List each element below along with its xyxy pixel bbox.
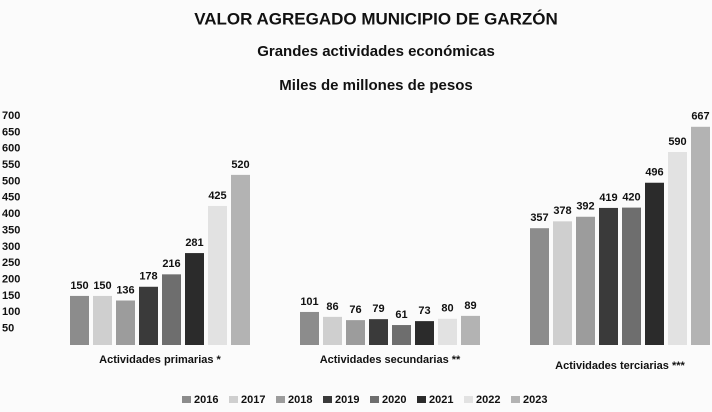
bar: [323, 316, 342, 345]
bar: [622, 207, 641, 345]
value-label: 520: [231, 159, 249, 171]
bar: [93, 295, 112, 345]
value-label: 61: [395, 309, 407, 321]
y-tick-label: 350: [2, 224, 20, 236]
bar: [369, 319, 388, 345]
value-label: 392: [576, 201, 594, 213]
legend-swatch: [182, 396, 191, 403]
y-tick-label: 150: [2, 290, 20, 302]
y-tick-label: 300: [2, 241, 20, 253]
legend-label: 2019: [335, 394, 359, 406]
y-tick-label: 100: [2, 306, 20, 318]
value-label: 425: [208, 190, 226, 202]
value-label: 150: [93, 280, 111, 292]
bar: [668, 151, 687, 345]
y-tick-label: 400: [2, 208, 20, 220]
chart-subtitle: Grandes actividades económicas: [257, 43, 495, 60]
legend-swatch: [511, 396, 520, 403]
bar: [70, 295, 89, 345]
bar: [162, 274, 181, 345]
legend-label: 2017: [241, 394, 265, 406]
value-label: 216: [162, 258, 180, 270]
value-label: 357: [530, 212, 548, 224]
legend-label: 2023: [523, 394, 547, 406]
bar: [139, 286, 158, 345]
legend-swatch: [370, 396, 379, 403]
chart-subtitle: Miles de millones de pesos: [279, 77, 472, 94]
bar: [185, 253, 204, 345]
value-label: 86: [326, 301, 338, 313]
bar: [645, 182, 664, 345]
legend-label: 2018: [288, 394, 312, 406]
y-tick-label: 600: [2, 143, 20, 155]
value-label: 378: [553, 205, 571, 217]
bar: [599, 207, 618, 345]
value-label: 150: [70, 280, 88, 292]
value-label: 496: [645, 167, 663, 179]
legend-swatch: [464, 396, 473, 403]
bar: [392, 325, 411, 345]
y-tick-label: 550: [2, 159, 20, 171]
legend-label: 2020: [382, 394, 406, 406]
bar: [300, 311, 319, 345]
value-label: 136: [116, 284, 134, 296]
legend-swatch: [323, 396, 332, 403]
bar: [116, 300, 135, 345]
value-label: 178: [139, 271, 157, 283]
value-label: 101: [300, 296, 318, 308]
y-tick-label: 250: [2, 257, 20, 269]
value-label: 89: [464, 300, 476, 312]
bar: [553, 221, 572, 345]
legend-swatch: [417, 396, 426, 403]
y-tick-label: 50: [2, 323, 14, 335]
bar: [691, 126, 710, 345]
bar: [461, 315, 480, 345]
value-label: 420: [622, 192, 640, 204]
value-label: 419: [599, 192, 617, 204]
y-tick-label: 450: [2, 192, 20, 204]
x-tick-label: Actividades secundarias **: [320, 354, 461, 366]
y-tick-label: 200: [2, 273, 20, 285]
bar: [231, 174, 250, 345]
bar: [576, 216, 595, 345]
value-label: 590: [668, 136, 686, 148]
bar: [415, 321, 434, 345]
x-tick-label: Actividades primarias *: [99, 354, 221, 366]
legend-label: 2016: [194, 394, 218, 406]
legend-swatch: [229, 396, 238, 403]
y-tick-label: 700: [2, 110, 20, 122]
x-tick-label: Actividades terciarias ***: [555, 360, 685, 372]
value-label: 281: [185, 237, 203, 249]
value-label: 79: [372, 303, 384, 315]
chart-title: VALOR AGREGADO MUNICIPIO DE GARZÓN: [194, 9, 558, 28]
y-tick-label: 650: [2, 126, 20, 138]
y-tick-label: 500: [2, 175, 20, 187]
bar: [530, 228, 549, 345]
value-label: 667: [691, 111, 709, 123]
value-label: 73: [418, 305, 430, 317]
value-label: 80: [441, 303, 453, 315]
value-label: 76: [349, 304, 361, 316]
bar: [346, 320, 365, 345]
bar: [438, 318, 457, 345]
legend-swatch: [276, 396, 285, 403]
legend-label: 2022: [476, 394, 500, 406]
legend-label: 2021: [429, 394, 453, 406]
bar: [208, 205, 227, 345]
